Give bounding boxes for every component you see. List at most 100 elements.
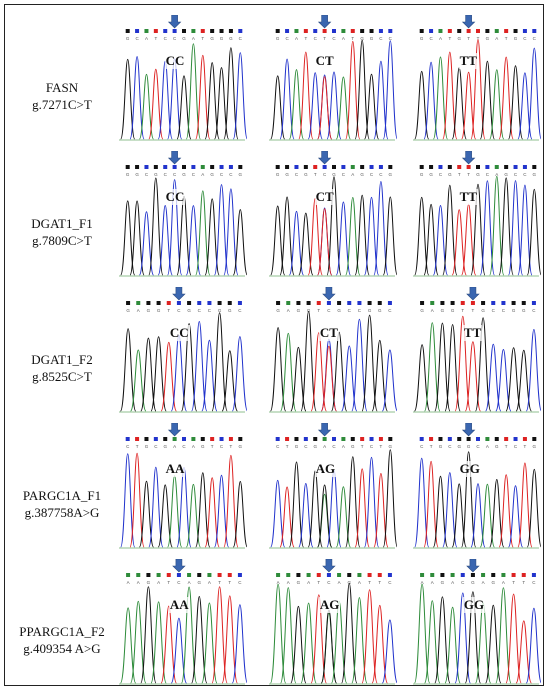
base-call-marker bbox=[504, 437, 509, 441]
base-call-letter: G bbox=[451, 308, 455, 313]
base-call-letter: T bbox=[368, 580, 371, 585]
snp-arrow-icon bbox=[167, 151, 182, 165]
base-call-letter: C bbox=[285, 36, 289, 41]
base-call-marker bbox=[511, 301, 516, 305]
base-call-marker bbox=[182, 165, 186, 169]
base-call-marker bbox=[191, 165, 196, 169]
trace-peak-C bbox=[351, 318, 368, 412]
base-call-marker bbox=[511, 573, 516, 577]
trace-peak-G bbox=[223, 47, 239, 140]
base-call-marker bbox=[219, 437, 224, 441]
base-call-letter: A bbox=[358, 580, 361, 585]
trace-peak-G bbox=[120, 200, 136, 276]
trace-peak-G bbox=[414, 70, 430, 140]
base-call-marker bbox=[501, 573, 506, 577]
base-call-marker bbox=[481, 573, 486, 577]
base-call-marker bbox=[388, 29, 393, 33]
variant-name: g.8525C>T bbox=[32, 369, 92, 384]
base-call-letter: G bbox=[486, 36, 490, 41]
base-call-marker bbox=[306, 301, 311, 305]
base-call-marker bbox=[275, 165, 280, 169]
base-call-letter: C bbox=[370, 172, 374, 177]
trace-peak-G bbox=[270, 327, 287, 412]
base-call-letter: A bbox=[338, 580, 341, 585]
base-call-marker bbox=[350, 437, 355, 441]
base-call-marker bbox=[485, 165, 490, 169]
base-call-letter: C bbox=[502, 308, 506, 313]
base-call-letter: G bbox=[147, 580, 151, 585]
base-call-letter: G bbox=[533, 172, 537, 177]
trace-peak-G bbox=[444, 324, 461, 412]
base-call-marker bbox=[504, 29, 509, 33]
trace-peak-A bbox=[185, 483, 201, 548]
trace-peak-A bbox=[120, 607, 137, 684]
base-call-letter: T bbox=[522, 580, 525, 585]
trace-peak-G bbox=[138, 480, 154, 548]
base-call-letter: A bbox=[145, 36, 148, 41]
base-call-marker bbox=[191, 437, 196, 441]
base-call-letter: G bbox=[457, 444, 461, 449]
base-call-letter: T bbox=[317, 580, 320, 585]
trace-peak-C bbox=[508, 485, 524, 548]
base-call-marker bbox=[341, 437, 346, 441]
trace-peak-A bbox=[444, 606, 461, 684]
genotype-label: GG bbox=[462, 597, 486, 613]
base-call-letter: C bbox=[476, 444, 480, 449]
base-call-letter: G bbox=[441, 580, 445, 585]
chromatogram-panel: C T G C G A C A G T C T G AG bbox=[267, 423, 397, 553]
base-call-letter: A bbox=[495, 36, 498, 41]
base-call-letter: C bbox=[229, 172, 233, 177]
base-call-marker bbox=[522, 437, 527, 441]
base-call-marker bbox=[187, 573, 192, 577]
base-call-letter: G bbox=[239, 172, 243, 177]
base-call-letter: A bbox=[192, 36, 195, 41]
trace-peak-C bbox=[525, 607, 541, 684]
base-call-letter: G bbox=[351, 444, 355, 449]
trace-peak-G bbox=[290, 605, 307, 684]
base-call-marker bbox=[466, 165, 471, 169]
trace-peak-T bbox=[129, 452, 145, 548]
base-call-letter: T bbox=[211, 444, 214, 449]
trace-peak-G bbox=[148, 177, 164, 276]
base-call-letter: G bbox=[368, 308, 372, 313]
base-call-marker bbox=[182, 29, 186, 33]
base-call-letter: C bbox=[164, 36, 168, 41]
base-call-marker bbox=[419, 437, 424, 441]
base-call-letter: G bbox=[370, 36, 374, 41]
base-call-marker bbox=[322, 29, 327, 33]
snp-arrow-icon bbox=[461, 15, 476, 29]
base-call-marker bbox=[419, 29, 424, 33]
trace-peak-T bbox=[204, 477, 220, 548]
trace-peak-C bbox=[270, 479, 286, 548]
base-call-letter: A bbox=[323, 444, 326, 449]
base-call-marker bbox=[513, 165, 518, 169]
base-call-letter: T bbox=[323, 36, 326, 41]
base-call-marker bbox=[377, 573, 382, 577]
gene-name: DGAT1_F1 bbox=[31, 216, 93, 231]
base-call-letter: A bbox=[287, 308, 290, 313]
trace-peak-T bbox=[310, 332, 327, 412]
trace-peak-C bbox=[214, 184, 230, 276]
trace-peak-A bbox=[495, 587, 512, 684]
base-call-letter: A bbox=[192, 444, 195, 449]
trace-peak-C bbox=[517, 72, 533, 140]
genotype-label: CT bbox=[318, 325, 339, 341]
base-call-marker bbox=[476, 437, 480, 441]
base-call-marker bbox=[369, 165, 374, 169]
base-call-letter: C bbox=[461, 580, 465, 585]
trace-peak-G bbox=[515, 349, 532, 412]
base-call-marker bbox=[200, 437, 205, 441]
trace-peak-C bbox=[454, 592, 471, 684]
base-call-letter: G bbox=[429, 172, 433, 177]
genotype-label: CC bbox=[168, 325, 190, 341]
base-call-marker bbox=[326, 573, 331, 577]
snp-arrow-icon bbox=[461, 151, 476, 165]
base-call-letter: T bbox=[286, 444, 289, 449]
base-call-marker bbox=[357, 301, 362, 305]
base-call-letter: G bbox=[145, 444, 149, 449]
snp-arrow-icon bbox=[167, 15, 182, 29]
base-call-marker bbox=[460, 301, 465, 305]
trace-peak-A bbox=[288, 69, 304, 140]
